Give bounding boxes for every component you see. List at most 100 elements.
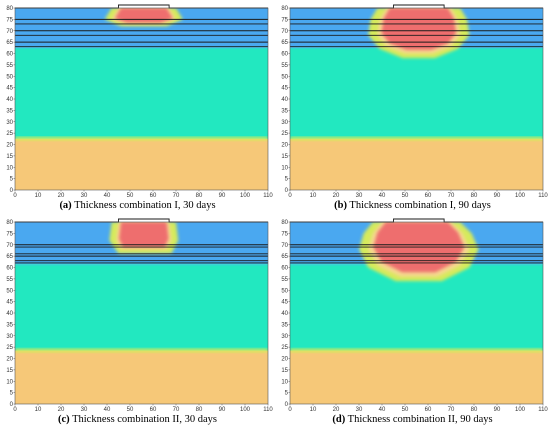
y-tick-label: 60 (281, 52, 288, 58)
panel-c: 0 5 10 15 20 25 30 35 40 45 50 55 60 65 70 75 80 0 10 20 30 4… (0, 214, 275, 429)
x-tick-label: 20 (58, 407, 65, 413)
y-tick-label: 30 (281, 334, 288, 340)
y-tick-label: 0 (10, 402, 14, 408)
x-tick-label: 30 (356, 407, 363, 413)
y-tick-label: 5 (10, 177, 14, 183)
panel-d: 0 5 10 15 20 25 30 35 40 45 50 55 60 65 70 75 80 0 10 20 30 4… (275, 214, 550, 429)
x-tick-label: 20 (58, 193, 65, 199)
y-tick-label: 65 (281, 254, 288, 260)
x-tick-label: 40 (104, 193, 111, 199)
x-tick-label: 100 (240, 193, 251, 199)
y-tick-label: 35 (6, 108, 13, 114)
y-tick-label: 25 (6, 345, 13, 351)
x-tick-label: 10 (35, 193, 42, 199)
y-tick-label: 70 (6, 29, 13, 35)
y-tick-label: 80 (281, 6, 288, 12)
x-tick-label: 60 (150, 193, 157, 199)
contour-plot-a: 0 5 10 15 20 25 30 35 40 45 50 55 60 65 70 75 80 0 10 20 30 4… (6, 4, 273, 199)
y-tick-label: 35 (281, 108, 288, 114)
x-tick-label: 90 (494, 193, 501, 199)
y-tick-label: 25 (281, 131, 288, 137)
y-tick-label: 70 (281, 29, 288, 35)
caption-c: (c) Thickness combination II, 30 days (0, 414, 275, 425)
caption-text-d: Thickness combination II, 90 days (345, 414, 493, 425)
lower-transition-band (15, 136, 268, 141)
caption-text-a: Thickness combination I, 30 days (71, 200, 216, 211)
x-tick-label: 100 (240, 407, 251, 413)
y-tick-label: 20 (281, 357, 288, 363)
x-tick-label: 20 (333, 407, 340, 413)
x-tick-label: 10 (310, 193, 317, 199)
y-tick-label: 65 (6, 40, 13, 46)
y-tick-label: 15 (281, 368, 288, 374)
y-tick-label: 40 (281, 97, 288, 103)
y-tick-label: 75 (281, 17, 288, 23)
caption-text-c: Thickness combination II, 30 days (69, 414, 218, 425)
y-tick-label: 20 (6, 143, 13, 149)
upper-transition-band (15, 46, 268, 49)
x-tick-label: 80 (196, 407, 203, 413)
y-tick-label: 65 (281, 40, 288, 46)
x-tick-label: 110 (538, 193, 548, 199)
x-tick-label: 20 (333, 193, 340, 199)
y-tick-label: 70 (281, 243, 288, 249)
y-tick-label: 55 (281, 277, 288, 283)
x-tick-label: 30 (356, 193, 363, 199)
lower-transition-band (15, 348, 268, 353)
y-tick-label: 0 (285, 188, 289, 194)
y-tick-label: 15 (6, 368, 13, 374)
x-tick-label: 70 (173, 407, 180, 413)
y-tick-label: 60 (6, 52, 13, 58)
x-tick-label: 10 (310, 407, 317, 413)
middle-layer (15, 47, 268, 139)
y-tick-label: 45 (281, 300, 288, 306)
x-tick-label: 30 (81, 407, 88, 413)
y-tick-label: 45 (6, 86, 13, 92)
surface-outline (15, 4, 268, 9)
x-tick-label: 50 (127, 407, 134, 413)
y-tick-label: 75 (281, 231, 288, 237)
lower-transition-band (290, 348, 543, 353)
y-tick-label: 5 (285, 177, 289, 183)
middle-layer (15, 264, 268, 351)
y-tick-label: 35 (6, 322, 13, 328)
warm-zone-core (381, 8, 457, 50)
y-tick-label: 10 (6, 379, 13, 385)
lower-transition-band (290, 136, 543, 141)
x-tick-label: 50 (127, 193, 134, 199)
y-tick-label: 15 (6, 154, 13, 160)
lower-layer (15, 350, 268, 404)
y-tick-label: 10 (281, 379, 288, 385)
y-tick-label: 35 (281, 322, 288, 328)
y-tick-label: 75 (6, 17, 13, 23)
caption-tag-b: (b) (334, 200, 347, 211)
x-tick-label: 30 (81, 193, 88, 199)
y-tick-label: 30 (281, 120, 288, 126)
y-tick-label: 60 (281, 266, 288, 272)
plot-area-b (290, 8, 543, 190)
y-tick-label: 25 (6, 131, 13, 137)
x-tick-label: 0 (13, 407, 17, 413)
y-tick-label: 80 (281, 220, 288, 226)
x-tick-label: 40 (379, 193, 386, 199)
x-tick-label: 70 (173, 193, 180, 199)
y-tick-label: 30 (6, 334, 13, 340)
x-tick-label: 0 (13, 193, 17, 199)
lower-layer (290, 138, 543, 190)
contour-plot-c: 0 5 10 15 20 25 30 35 40 45 50 55 60 65 70 75 80 0 10 20 30 4… (6, 218, 273, 413)
x-tick-label: 90 (219, 193, 226, 199)
y-tick-label: 40 (6, 311, 13, 317)
y-tick-label: 30 (6, 120, 13, 126)
caption-tag-c: (c) (57, 414, 70, 425)
y-tick-label: 45 (6, 300, 13, 306)
y-tick-label: 50 (6, 288, 13, 294)
y-tick-label: 70 (6, 243, 13, 249)
y-tick-label: 45 (281, 86, 288, 92)
y-tick-label: 40 (6, 97, 13, 103)
y-tick-label: 50 (6, 74, 13, 80)
x-tick-label: 100 (515, 193, 526, 199)
plot-area-a (15, 8, 268, 190)
warm-zone-core (119, 222, 169, 248)
y-tick-label: 55 (6, 63, 13, 69)
